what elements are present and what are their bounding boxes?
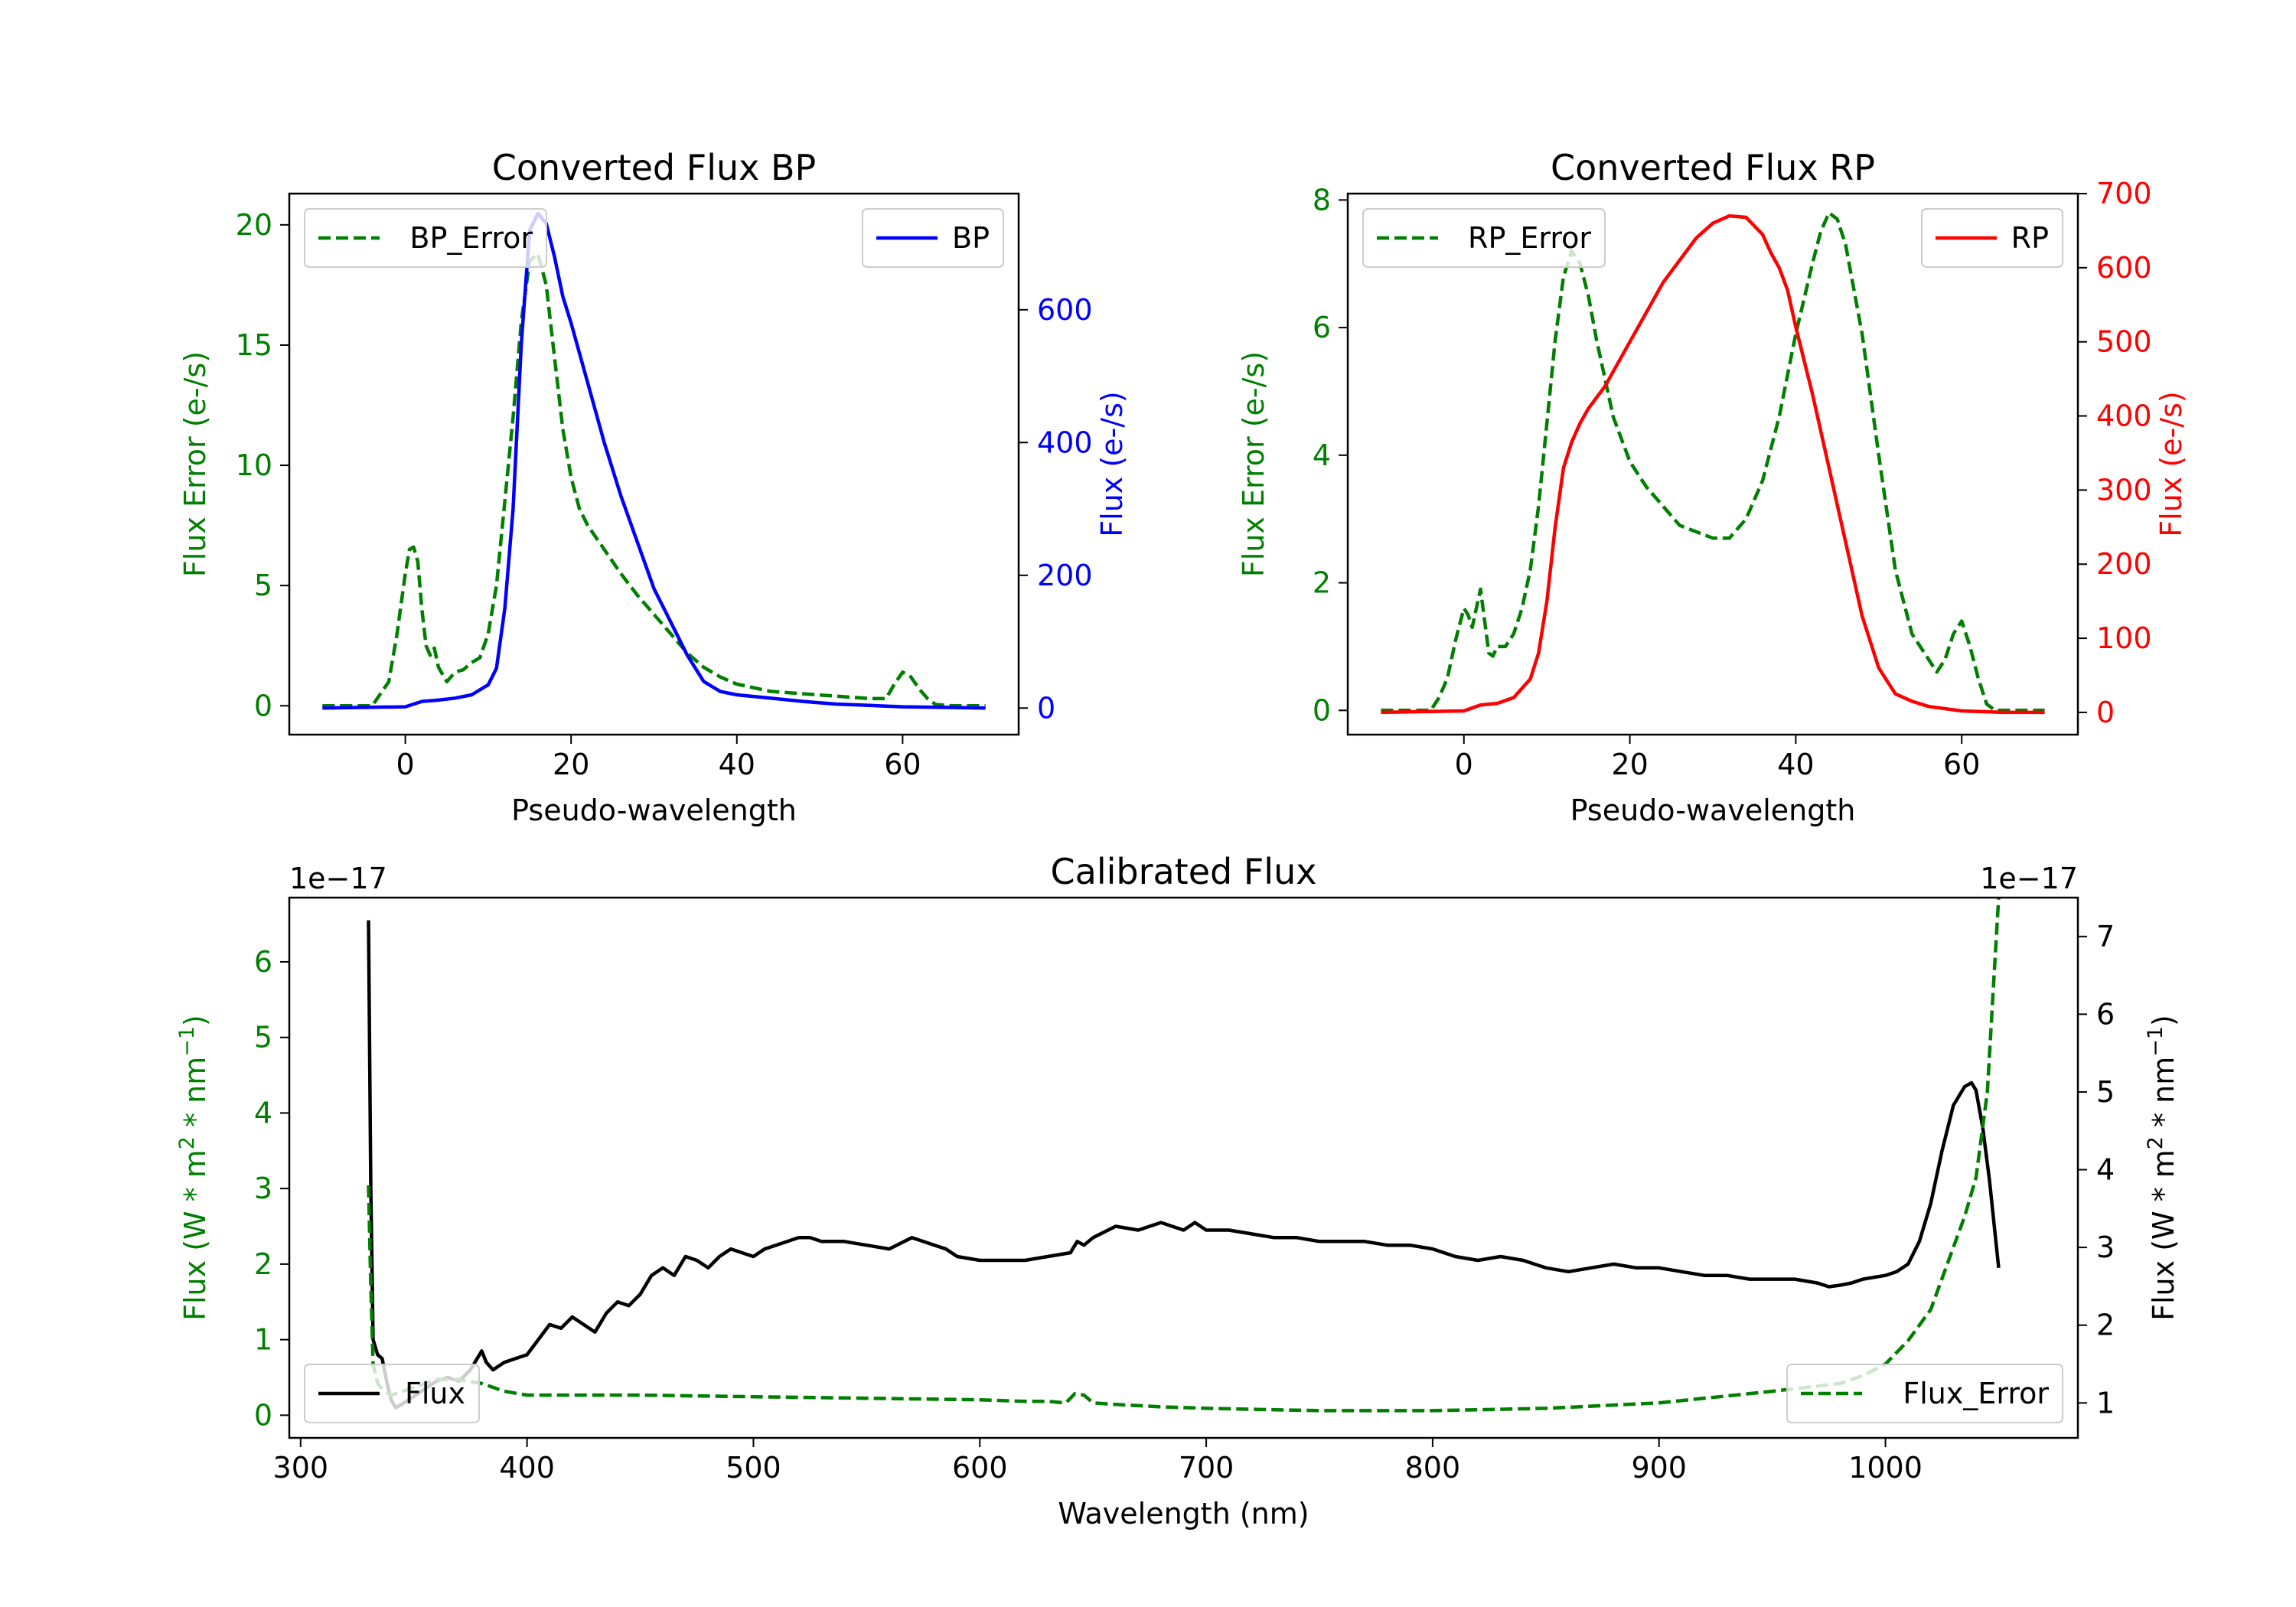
y-right-tick-label: 0: [2096, 696, 2115, 729]
y-right-tick-label: 5: [2096, 1075, 2115, 1109]
axis-label-part: ): [2147, 1015, 2180, 1026]
y-right-axis-label: Flux (e-/s): [2154, 391, 2188, 536]
legend-box: [304, 208, 547, 268]
chart-panel-2: Converted Flux RP0 20 40 60Pseudo-wavelengt…: [1237, 147, 2188, 827]
x-tick-label: 40: [1777, 748, 1814, 781]
y-left-tick-label: 10: [236, 448, 272, 482]
y-left-axis-label: Flux Error (e-/s): [1237, 351, 1270, 577]
y-left-tick-label: 2: [254, 1247, 272, 1281]
series-line-rp: [1381, 214, 2045, 715]
y-left-tick-label: 3: [254, 1172, 272, 1205]
chart-panel-1: Converted Flux BP 0 20 40 60 Pseudo-wavelengt…: [178, 147, 1129, 827]
y-right-tick-label: 0: [1037, 691, 1055, 725]
x-tick-label: 60: [1943, 748, 1980, 781]
y-left-tick-label: 6: [254, 945, 272, 979]
y-right-offset-text: 1e−17: [1980, 862, 2078, 895]
y-left-tick-label: 1: [254, 1323, 272, 1357]
y-right-tick-label: 100: [2096, 621, 2152, 655]
legend-label: BP_Error: [409, 221, 533, 255]
series-line-bp: [322, 211, 986, 710]
axis-label-part: Flux (W * m: [178, 1149, 212, 1321]
x-axis-label: Pseudo-wavelength: [1570, 794, 1856, 827]
plot-frame: [1346, 192, 2079, 736]
x-tick-label: 1000: [1848, 1451, 1923, 1485]
x-tick-label: 0: [1455, 748, 1473, 781]
y-left-tick-label: 8: [1313, 183, 1331, 217]
y-left-tick-label: 0: [254, 1398, 272, 1432]
y-left-offset-text: 1e−17: [289, 862, 387, 895]
chart-title: Converted Flux RP: [1551, 147, 1875, 188]
y-right-tick-label: 4: [2096, 1153, 2115, 1187]
chart-title: Converted Flux BP: [492, 147, 817, 188]
y-left-tick-label: 20: [236, 208, 272, 242]
axis-label-superscript: −1: [2144, 1026, 2167, 1057]
x-tick-label: 500: [726, 1451, 781, 1485]
x-tick-label: 300: [273, 1451, 329, 1485]
legend-box: [1786, 1364, 2063, 1423]
x-tick-label: 20: [1611, 748, 1648, 781]
y-right-tick-label: 600: [2096, 251, 2152, 285]
y-right-tick-label: 200: [1037, 559, 1093, 592]
y-right-tick-label: 600: [1037, 293, 1093, 327]
legend-label: BP: [952, 221, 990, 255]
series-line-rp-error: [1381, 210, 2045, 712]
y-right-tick-label: 2: [2096, 1309, 2115, 1342]
y-left-axis-label: Flux Error (e-/s): [178, 351, 212, 577]
y-right-tick-label: 700: [2096, 177, 2152, 210]
x-tick-label: 400: [499, 1451, 555, 1485]
legend-label: Flux_Error: [1903, 1377, 2049, 1410]
x-axis-label: Pseudo-wavelength: [511, 794, 797, 827]
y-right-tick-label: 200: [2096, 547, 2152, 581]
x-tick-label: 700: [1179, 1451, 1234, 1485]
y-left-tick-label: 5: [254, 1021, 272, 1054]
axis-label-superscript: 2: [175, 1136, 199, 1149]
axis-label-part: ): [178, 1015, 212, 1026]
x-tick-label: 900: [1631, 1451, 1687, 1485]
y-right-tick-label: 1: [2096, 1386, 2115, 1420]
y-right-axis-label: Flux (W * m2 * nm−1): [2144, 1015, 2181, 1321]
x-tick-label: 0: [396, 748, 415, 781]
y-left-tick-label: 4: [254, 1096, 272, 1129]
y-left-tick-label: 5: [254, 569, 272, 602]
chart-title: Calibrated Flux: [1051, 851, 1317, 892]
y-right-tick-label: 3: [2096, 1231, 2115, 1264]
x-axis-label: Wavelength (nm): [1058, 1497, 1309, 1530]
legend-box: [304, 1364, 480, 1423]
y-left-tick-label: 0: [1313, 693, 1331, 727]
plot-frame: [288, 192, 1020, 736]
y-left-tick-label: 4: [1313, 438, 1331, 472]
y-left-axis-label: Flux (W * m2 * nm−1): [175, 1015, 213, 1321]
y-left-tick-label: 2: [1313, 566, 1331, 600]
y-right-tick-label: 7: [2096, 920, 2115, 953]
y-right-tick-label: 300: [2096, 473, 2152, 507]
x-tick-label: 20: [553, 748, 589, 781]
axis-label-part: * nm: [178, 1057, 212, 1136]
x-tick-label: 60: [884, 748, 921, 781]
y-left-tick-label: 0: [254, 689, 272, 722]
series-line-flux: [367, 920, 2001, 1410]
y-right-tick-label: 500: [2096, 325, 2152, 359]
x-tick-label: 800: [1405, 1451, 1461, 1485]
chart-panel-3: Calibrated Flux 300 400 500 600 700 800 900 1000…: [175, 851, 2181, 1530]
series-line-bp-error: [322, 252, 986, 708]
plot-frame: [288, 896, 2079, 1439]
legend-box: [1362, 208, 1606, 268]
legend-label: RP_Error: [1468, 221, 1591, 255]
y-right-tick-label: 400: [2096, 399, 2152, 433]
y-right-axis-label: Flux (e-/s): [1095, 391, 1129, 536]
legend-label: RP: [2011, 221, 2049, 255]
y-left-tick-label: 6: [1313, 311, 1331, 344]
y-right-tick-label: 6: [2096, 997, 2115, 1031]
axis-label-part: Flux (W * m: [2147, 1149, 2180, 1321]
axis-label-superscript: 2: [2144, 1136, 2167, 1149]
axis-label-part: * nm: [2147, 1057, 2180, 1136]
axis-label-superscript: −1: [175, 1026, 199, 1057]
y-right-tick-label: 400: [1037, 425, 1093, 459]
legend-label: Flux: [405, 1377, 465, 1410]
x-tick-label: 600: [952, 1451, 1008, 1485]
x-tick-label: 40: [719, 748, 755, 781]
y-left-tick-label: 15: [236, 328, 272, 362]
